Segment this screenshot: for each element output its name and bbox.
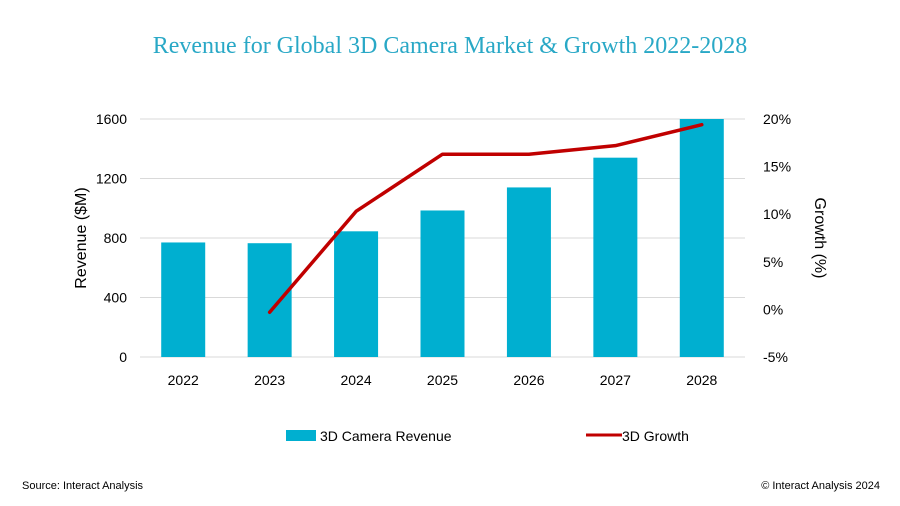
- bar: [420, 210, 465, 357]
- x-tick-label: 2024: [340, 372, 371, 388]
- y-tick-label: 400: [104, 290, 128, 306]
- bar: [593, 157, 638, 357]
- x-tick-label: 2022: [168, 372, 199, 388]
- x-tick-label: 2027: [600, 372, 631, 388]
- y-tick-label: 1200: [96, 171, 127, 187]
- legend: 3D Camera Revenue 3D Growth: [286, 428, 689, 444]
- legend-bar-label: 3D Camera Revenue: [320, 428, 452, 444]
- y2-tick-label: 10%: [763, 206, 791, 222]
- y2-tick-label: 5%: [763, 254, 783, 270]
- x-tick-label: 2025: [427, 372, 458, 388]
- bar-series: [161, 119, 724, 357]
- copyright-note: © Interact Analysis 2024: [761, 480, 880, 492]
- y2-tick-label: 15%: [763, 159, 791, 175]
- source-note: Source: Interact Analysis: [22, 480, 144, 492]
- bar: [679, 119, 724, 357]
- y2-axis-title: Growth (%): [811, 198, 828, 279]
- y-axis-title: Revenue ($M): [73, 187, 90, 288]
- bar: [161, 242, 206, 357]
- x-tick-label: 2023: [254, 372, 285, 388]
- x-tick-label: 2026: [513, 372, 544, 388]
- y2-tick-label: -5%: [763, 349, 788, 365]
- y-tick-label: 1600: [96, 111, 127, 127]
- bar: [506, 187, 551, 357]
- x-tick-label: 2028: [686, 372, 717, 388]
- bar: [247, 243, 292, 357]
- chart-title: Revenue for Global 3D Camera Market & Gr…: [152, 33, 748, 59]
- bar: [334, 231, 379, 357]
- line-series: [267, 122, 704, 315]
- axes: 0 400 800 1200 1600 -5% 0% 5% 10% 15% 20% 2022 2023 2…: [96, 111, 791, 388]
- y-tick-label: 800: [104, 230, 128, 246]
- legend-bar-swatch: [286, 430, 316, 441]
- y2-tick-label: 20%: [763, 111, 791, 127]
- y-tick-label: 0: [119, 349, 127, 365]
- y2-tick-label: 0%: [763, 301, 783, 317]
- legend-line-label: 3D Growth: [622, 428, 689, 444]
- growth-line: [267, 122, 704, 315]
